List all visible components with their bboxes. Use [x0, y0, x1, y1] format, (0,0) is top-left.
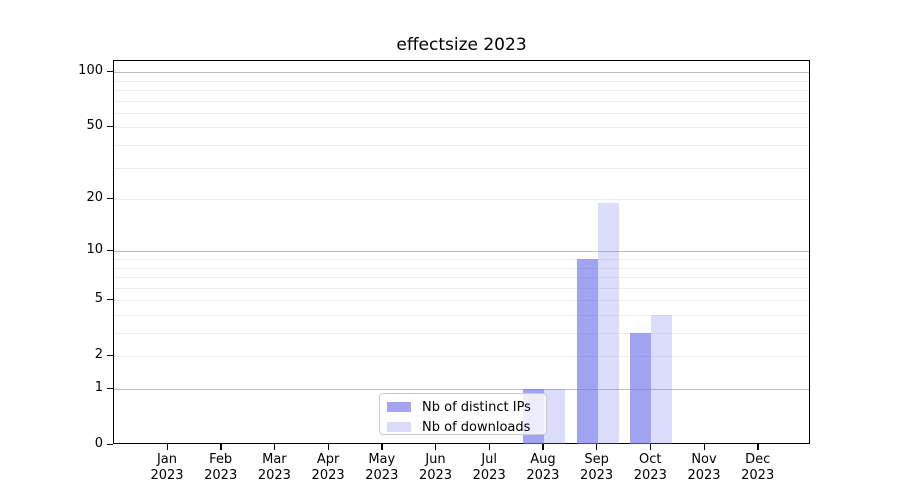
- y-tick-label-2: 2: [94, 347, 103, 363]
- y-tick-mark-20: [107, 197, 113, 199]
- x-tick-mark-may: [381, 444, 383, 450]
- x-tick-year: 2023: [633, 468, 667, 483]
- y-tick-mark-2: [107, 354, 113, 357]
- y-tick-label-10: 10: [86, 242, 103, 258]
- x-tick-mark-aug: [542, 444, 544, 450]
- legend-label-downloads: Nb of downloads: [422, 419, 531, 435]
- gridline-100: [114, 72, 809, 74]
- x-tick-mark-dec: [757, 444, 759, 450]
- x-tick-label-aug: Aug 2023: [511, 452, 575, 484]
- y-tick-label-1: 1: [94, 380, 103, 395]
- y-tick-mark-100: [107, 70, 113, 73]
- x-tick-year: 2023: [687, 468, 721, 483]
- x-tick-label-dec: Dec 2023: [726, 452, 790, 484]
- gridline-30: [114, 167, 809, 169]
- bar-downloads-aug: [543, 389, 565, 444]
- gridline-1: [114, 389, 809, 390]
- x-tick-month: Sep: [584, 452, 609, 467]
- bar-ips-oct: [630, 333, 652, 444]
- x-tick-year: 2023: [580, 468, 614, 483]
- x-tick-mark-oct: [649, 444, 652, 450]
- legend-item-downloads: Nb of downloads: [387, 419, 546, 435]
- gridline-2: [114, 356, 809, 358]
- x-tick-year: 2023: [526, 468, 560, 483]
- gridline-60: [114, 112, 809, 114]
- x-tick-mark-feb: [220, 444, 222, 450]
- x-tick-label-sep: Sep 2023: [565, 452, 629, 484]
- bar-downloads-sep: [597, 203, 619, 444]
- y-tick-mark-0: [107, 443, 113, 445]
- legend-swatch-downloads-icon: [387, 422, 411, 432]
- gridline-4: [114, 315, 809, 316]
- x-tick-mark-apr: [327, 444, 329, 450]
- y-tick-mark-5: [107, 298, 113, 301]
- gridline-90: [114, 80, 809, 82]
- y-tick-mark-50: [107, 125, 113, 128]
- x-tick-month: Jul: [481, 452, 498, 467]
- x-tick-label-may: May 2023: [350, 452, 414, 484]
- x-tick-month: Feb: [209, 452, 233, 467]
- plot-area: [113, 60, 810, 444]
- gridline-8: [114, 267, 809, 269]
- x-tick-year: 2023: [365, 468, 399, 483]
- legend-item-ips: Nb of distinct IPs: [387, 399, 546, 415]
- x-tick-month: Aug: [530, 452, 556, 467]
- gridline-3: [114, 333, 809, 334]
- gridline-40: [114, 145, 809, 146]
- x-tick-month: Dec: [745, 452, 771, 467]
- gridline-80: [114, 90, 809, 91]
- x-tick-year: 2023: [472, 468, 506, 483]
- legend-label-ips: Nb of distinct IPs: [422, 399, 531, 415]
- x-tick-label-jul: Jul 2023: [457, 452, 521, 484]
- gridline-50: [114, 127, 809, 129]
- x-tick-mark-mar: [273, 444, 276, 450]
- x-tick-label-nov: Nov 2023: [672, 452, 736, 484]
- legend: Nb of distinct IPs Nb of downloads: [379, 393, 547, 435]
- chart-title: effectsize 2023: [396, 35, 527, 55]
- x-tick-month: Jun: [425, 452, 446, 467]
- x-tick-month: Nov: [691, 452, 717, 467]
- gridline-7: [114, 277, 809, 278]
- gridline-9: [114, 259, 809, 260]
- x-tick-year: 2023: [150, 468, 184, 483]
- x-tick-label-feb: Feb 2023: [189, 452, 253, 484]
- x-tick-mark-nov: [703, 444, 705, 450]
- y-tick-label-5: 5: [94, 291, 103, 307]
- y-tick-mark-1: [107, 387, 113, 389]
- x-tick-month: Jan: [156, 452, 178, 467]
- gridline-5: [114, 300, 809, 302]
- x-tick-mark-jan: [166, 444, 168, 450]
- x-tick-month: May: [368, 452, 396, 467]
- y-tick-label-100: 100: [78, 63, 103, 79]
- legend-swatch-ips-icon: [387, 402, 411, 412]
- x-tick-year: 2023: [311, 468, 345, 483]
- x-tick-month: Mar: [262, 452, 287, 467]
- gridline-10: [114, 251, 809, 253]
- y-tick-label-0: 0: [94, 436, 103, 451]
- x-tick-mark-jun: [435, 444, 437, 450]
- x-tick-year: 2023: [741, 468, 775, 483]
- x-tick-label-mar: Mar 2023: [242, 452, 306, 484]
- y-tick-label-20: 20: [86, 190, 103, 206]
- bar-downloads-oct: [651, 315, 673, 444]
- x-tick-label-jan: Jan 2023: [135, 452, 199, 484]
- x-tick-label-apr: Apr 2023: [296, 452, 360, 484]
- x-tick-mark-jul: [488, 444, 491, 450]
- x-tick-mark-sep: [596, 444, 598, 450]
- x-tick-label-jun: Jun 2023: [404, 452, 468, 484]
- gridline-70: [114, 100, 809, 102]
- y-tick-label-50: 50: [86, 118, 103, 134]
- y-tick-mark-10: [107, 249, 113, 252]
- x-tick-month: Oct: [639, 452, 662, 467]
- x-tick-month: Apr: [316, 452, 340, 467]
- bar-ips-sep: [576, 259, 598, 444]
- gridline-6: [114, 287, 809, 289]
- x-tick-year: 2023: [204, 468, 238, 483]
- x-tick-label-oct: Oct 2023: [618, 452, 682, 484]
- gridline-20: [114, 199, 809, 201]
- x-tick-year: 2023: [257, 468, 291, 483]
- x-tick-year: 2023: [418, 468, 453, 483]
